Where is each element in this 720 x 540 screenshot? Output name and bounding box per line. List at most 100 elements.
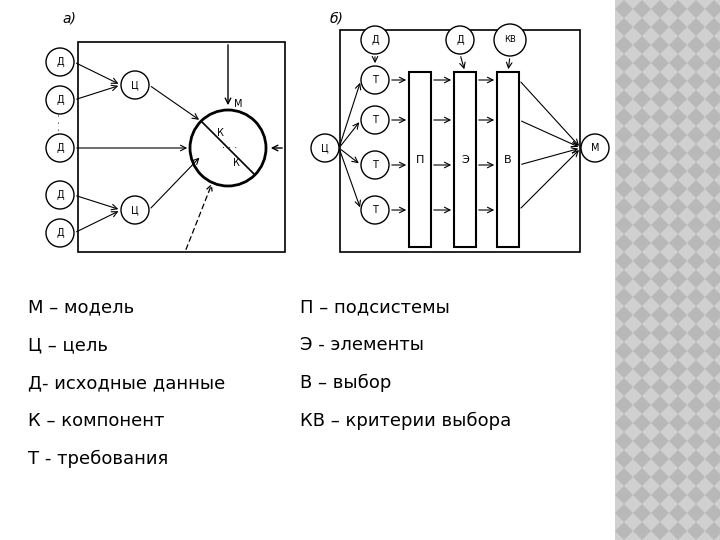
Polygon shape: [633, 324, 651, 342]
Polygon shape: [687, 36, 705, 54]
Polygon shape: [705, 198, 720, 216]
Polygon shape: [669, 324, 687, 342]
Polygon shape: [651, 234, 669, 252]
Polygon shape: [669, 54, 687, 72]
Text: М – модель: М – модель: [28, 298, 134, 316]
Polygon shape: [651, 450, 669, 468]
Polygon shape: [669, 198, 687, 216]
Polygon shape: [669, 90, 687, 108]
Polygon shape: [651, 468, 669, 486]
Polygon shape: [687, 270, 705, 288]
Polygon shape: [705, 270, 720, 288]
Text: Э: Э: [461, 155, 469, 165]
Polygon shape: [651, 54, 669, 72]
Polygon shape: [687, 396, 705, 414]
Circle shape: [361, 66, 389, 94]
Text: П – подсистемы: П – подсистемы: [300, 298, 450, 316]
Polygon shape: [669, 0, 687, 18]
Polygon shape: [705, 162, 720, 180]
Polygon shape: [615, 270, 633, 288]
Bar: [454, 72, 476, 247]
Polygon shape: [633, 162, 651, 180]
Polygon shape: [651, 432, 669, 450]
Polygon shape: [651, 486, 669, 504]
Polygon shape: [615, 486, 633, 504]
Polygon shape: [687, 432, 705, 450]
Polygon shape: [615, 180, 633, 198]
Text: П: П: [416, 155, 424, 165]
Polygon shape: [669, 486, 687, 504]
Text: · · ·: · · ·: [55, 113, 65, 131]
Polygon shape: [651, 378, 669, 396]
Polygon shape: [633, 288, 651, 306]
Polygon shape: [615, 252, 633, 270]
Polygon shape: [615, 378, 633, 396]
Polygon shape: [633, 270, 651, 288]
Polygon shape: [669, 288, 687, 306]
Polygon shape: [633, 18, 651, 36]
Polygon shape: [651, 108, 669, 126]
Polygon shape: [615, 126, 633, 144]
Polygon shape: [669, 360, 687, 378]
Polygon shape: [651, 180, 669, 198]
Polygon shape: [615, 342, 633, 360]
Circle shape: [46, 86, 74, 114]
Text: Д: Д: [56, 95, 64, 105]
Polygon shape: [615, 18, 633, 36]
Polygon shape: [633, 90, 651, 108]
Polygon shape: [651, 36, 669, 54]
Polygon shape: [705, 72, 720, 90]
Polygon shape: [687, 378, 705, 396]
Polygon shape: [705, 252, 720, 270]
Polygon shape: [651, 360, 669, 378]
Polygon shape: [651, 342, 669, 360]
Polygon shape: [669, 36, 687, 54]
Polygon shape: [633, 432, 651, 450]
Polygon shape: [651, 126, 669, 144]
Text: Д: Д: [56, 228, 64, 238]
Polygon shape: [687, 360, 705, 378]
Text: Д- исходные данные: Д- исходные данные: [28, 374, 225, 392]
Circle shape: [190, 110, 266, 186]
Polygon shape: [669, 180, 687, 198]
Polygon shape: [633, 306, 651, 324]
Circle shape: [361, 106, 389, 134]
Polygon shape: [651, 144, 669, 162]
Polygon shape: [615, 450, 633, 468]
Polygon shape: [615, 36, 633, 54]
Text: Ц: Ц: [131, 205, 139, 215]
Polygon shape: [651, 270, 669, 288]
Polygon shape: [669, 468, 687, 486]
Polygon shape: [705, 396, 720, 414]
Text: Д: Д: [56, 190, 64, 200]
Polygon shape: [615, 360, 633, 378]
Circle shape: [121, 71, 149, 99]
Polygon shape: [633, 234, 651, 252]
Polygon shape: [669, 450, 687, 468]
Polygon shape: [615, 90, 633, 108]
Circle shape: [581, 134, 609, 162]
Polygon shape: [687, 486, 705, 504]
Polygon shape: [669, 126, 687, 144]
Polygon shape: [705, 90, 720, 108]
Polygon shape: [651, 324, 669, 342]
Polygon shape: [705, 432, 720, 450]
Text: а): а): [62, 11, 76, 25]
Polygon shape: [651, 18, 669, 36]
Bar: [615, 0, 720, 540]
Polygon shape: [669, 432, 687, 450]
Text: КВ: КВ: [504, 36, 516, 44]
Polygon shape: [633, 72, 651, 90]
Polygon shape: [633, 126, 651, 144]
Polygon shape: [615, 414, 633, 432]
Polygon shape: [669, 522, 687, 540]
Text: Ц: Ц: [131, 80, 139, 90]
Polygon shape: [651, 72, 669, 90]
Polygon shape: [669, 162, 687, 180]
Polygon shape: [687, 72, 705, 90]
Polygon shape: [705, 360, 720, 378]
Polygon shape: [705, 54, 720, 72]
Polygon shape: [651, 162, 669, 180]
Circle shape: [311, 134, 339, 162]
Bar: [340, 30, 580, 252]
